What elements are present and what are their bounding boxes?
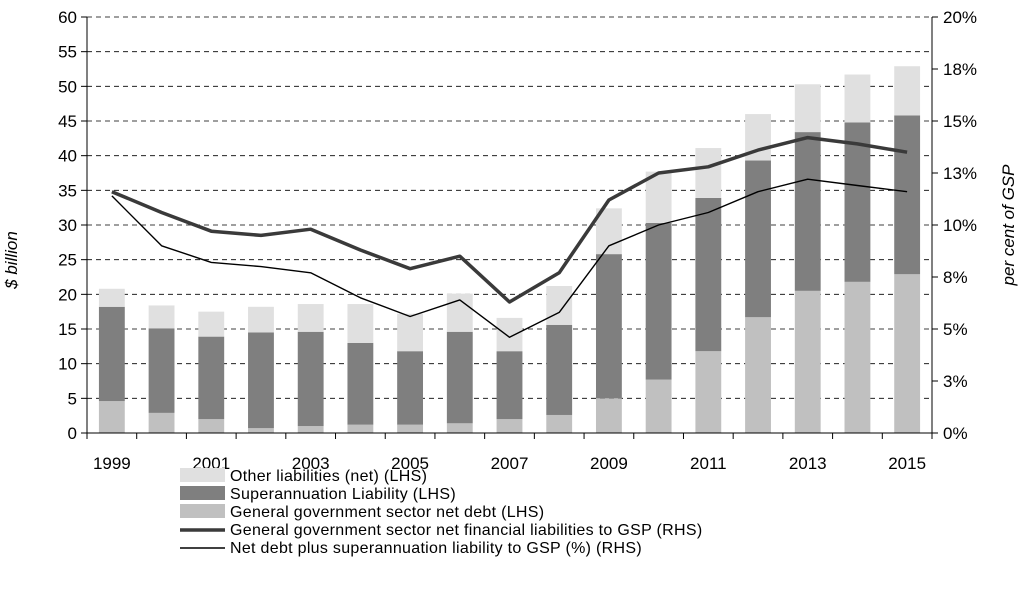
bar-segment <box>894 66 921 116</box>
bar-segment <box>844 74 871 123</box>
bar-segment <box>347 424 374 433</box>
bar-segment <box>546 414 573 433</box>
bar-segment <box>645 379 672 433</box>
bar-segment <box>794 290 821 433</box>
bar-segment <box>148 328 175 413</box>
bar-segment <box>695 351 722 433</box>
legend-swatch <box>180 486 225 500</box>
legend-label: General government sector net financial … <box>230 522 702 539</box>
bar-segment <box>198 419 225 433</box>
x-ticks: 1999 2001 2003 2005 2007 2009 2011 2013 2015 <box>93 454 926 473</box>
legend-swatch <box>180 468 225 482</box>
bar-segment <box>148 412 175 433</box>
right-y-tick-label: 18% <box>943 60 977 79</box>
bar-segment <box>98 401 125 433</box>
bar-segment <box>595 254 622 399</box>
x-tick-label: 2013 <box>789 454 827 473</box>
x-tick-label: 2009 <box>590 454 628 473</box>
bar-segment <box>645 171 672 223</box>
left-y-tick-label: 35 <box>58 181 77 200</box>
left-y-tick-label: 15 <box>58 320 77 339</box>
bar-segment <box>297 426 324 433</box>
legend-label: Other liabilities (net) (LHS) <box>230 468 427 485</box>
bar-segment <box>695 148 722 198</box>
legend-label: General government sector net debt (LHS) <box>230 504 544 521</box>
bar-segment <box>446 331 473 424</box>
x-tick-label: 1999 <box>93 454 131 473</box>
bar-segment <box>397 424 424 433</box>
bar-segment <box>248 332 274 429</box>
bar-segment <box>595 398 622 433</box>
legend-label: Superannuation Liability (LHS) <box>230 486 456 503</box>
bar-segment <box>98 306 125 402</box>
legend-swatch <box>180 504 225 518</box>
x-tick-label: 2007 <box>491 454 529 473</box>
right-y-tick-label: 0% <box>943 424 968 443</box>
bar-segment <box>397 351 424 425</box>
bar-segment <box>496 317 523 352</box>
bar-segment <box>546 286 573 325</box>
bar-segment <box>98 288 125 307</box>
bar-segment <box>248 428 274 433</box>
bar-segment <box>645 222 672 380</box>
axes <box>81 16 938 439</box>
bar-segment <box>496 351 523 420</box>
bar-segment <box>148 305 175 329</box>
left-axis-title: $ billion <box>2 231 21 290</box>
x-tick-label: 2003 <box>292 454 330 473</box>
bar-segment <box>397 313 424 352</box>
bar-segment <box>894 115 921 275</box>
bar-segment <box>347 304 374 343</box>
bars <box>98 66 921 433</box>
left-y-tick-label: 50 <box>58 77 77 96</box>
bar-segment <box>496 419 523 433</box>
x-tick-label: 2011 <box>690 454 727 473</box>
bar-segment <box>198 311 225 337</box>
left-y-tick-label: 30 <box>58 216 77 235</box>
bar-segment <box>844 122 871 282</box>
bar-segment <box>248 306 274 333</box>
gridlines <box>87 16 932 399</box>
lines <box>111 135 908 338</box>
right-y-tick-label: 13% <box>943 164 977 183</box>
bar-segment <box>446 423 473 433</box>
right-y-tick-label: 15% <box>943 112 977 131</box>
bar-segment <box>297 331 324 427</box>
right-y-tick-label: 10% <box>943 216 977 235</box>
bar-segment <box>198 336 225 420</box>
left-y-tick-label: 25 <box>58 251 77 270</box>
bar-segment <box>745 160 771 318</box>
right-axis-title: per cent of GSP <box>999 164 1018 287</box>
legend-label: Net debt plus superannuation liability t… <box>230 540 642 557</box>
bar-segment <box>546 324 573 415</box>
legend: Other liabilities (net) (LHS)Superannuat… <box>180 468 702 557</box>
bar-segment <box>794 132 821 291</box>
left-y-tick-label: 40 <box>58 147 77 166</box>
x-tick-label: 2005 <box>391 454 429 473</box>
left-y-tick-label: 10 <box>58 355 77 374</box>
series-line <box>111 178 908 338</box>
left-y-ticks: 0 5 10 15 20 25 30 35 40 45 50 55 60 <box>58 8 77 443</box>
left-y-tick-label: 60 <box>58 8 77 27</box>
left-y-tick-label: 20 <box>58 285 77 304</box>
bar-segment <box>794 84 821 133</box>
left-y-tick-label: 55 <box>58 43 77 62</box>
left-y-tick-label: 0 <box>68 424 77 443</box>
right-y-tick-label: 3% <box>943 372 968 391</box>
right-y-tick-label: 20% <box>943 8 977 27</box>
bar-segment <box>695 197 722 352</box>
x-tick-label: 2015 <box>888 454 926 473</box>
series-line <box>111 135 908 304</box>
bar-segment <box>347 342 374 425</box>
right-y-tick-label: 8% <box>943 268 968 287</box>
left-y-tick-label: 5 <box>68 389 77 408</box>
right-y-tick-label: 5% <box>943 320 968 339</box>
bar-segment <box>745 317 771 433</box>
bar-segment <box>844 281 871 433</box>
left-y-tick-label: 45 <box>58 112 77 131</box>
right-y-ticks: 0% 3% 5% 8% 10% 13% 15% 18% 20% <box>943 8 977 443</box>
bar-segment <box>297 304 324 332</box>
bar-segment <box>894 274 921 433</box>
